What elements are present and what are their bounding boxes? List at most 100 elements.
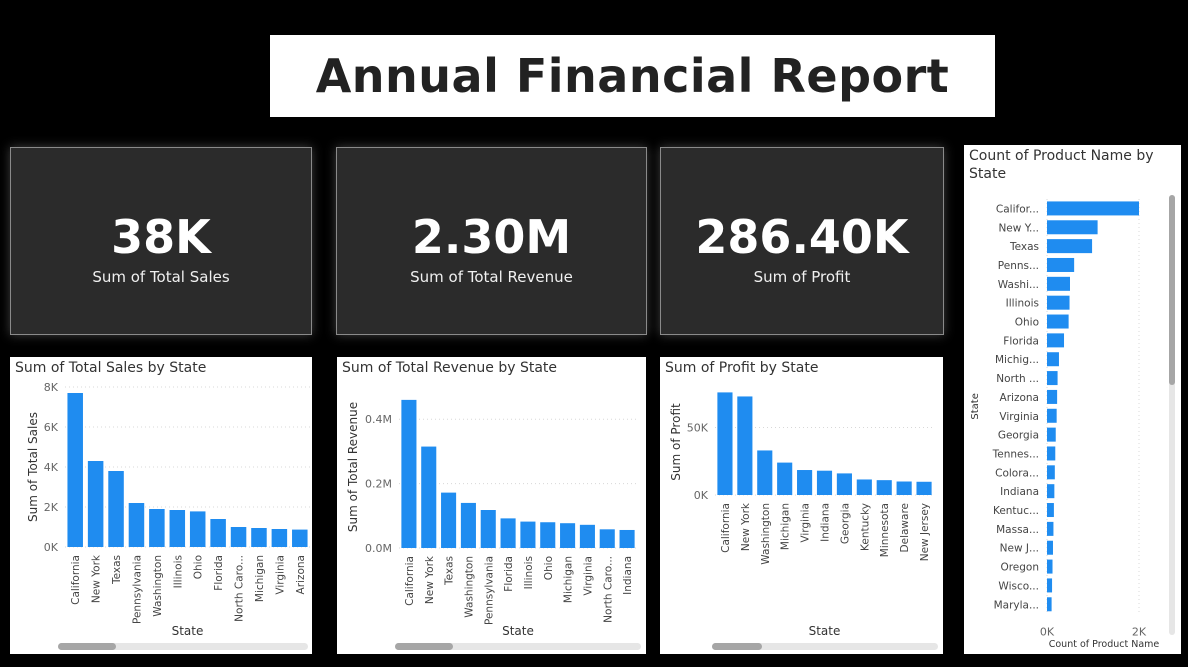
bar[interactable]	[230, 527, 247, 547]
bar[interactable]	[599, 529, 615, 548]
bar[interactable]	[1047, 239, 1093, 254]
revenue-by-state-chart[interactable]: 0.0M 0.2M 0.4M Sum of Total Revenue Californ…	[337, 357, 646, 654]
bar[interactable]	[777, 462, 793, 495]
bar[interactable]	[421, 446, 437, 548]
bar[interactable]	[128, 503, 145, 547]
horizontal-scrollbar[interactable]	[395, 643, 641, 650]
kpi-card-profit[interactable]: 286.40K Sum of Profit	[660, 147, 944, 335]
vertical-scrollbar[interactable]	[1169, 195, 1175, 635]
bar[interactable]	[836, 473, 852, 495]
bar[interactable]	[797, 470, 813, 495]
bar[interactable]	[1047, 295, 1070, 310]
y-tick-label: 8K	[44, 381, 59, 394]
bar[interactable]	[1047, 465, 1055, 480]
bar[interactable]	[916, 481, 932, 495]
y-tick-label: Maryla...	[994, 599, 1039, 611]
bar[interactable]	[1047, 578, 1053, 593]
y-tick-label: Colora...	[995, 467, 1039, 479]
bar[interactable]	[816, 470, 833, 495]
bar[interactable]	[271, 529, 288, 547]
x-tick-label: Kentucky	[859, 503, 871, 551]
profit-by-state-chart[interactable]: 0K 50K Sum of Profit California New York Wash…	[660, 357, 943, 654]
bar[interactable]	[251, 528, 267, 547]
y-tick-label: 0.2M	[365, 478, 392, 491]
y-tick-label: 2K	[44, 501, 59, 514]
bar[interactable]	[1047, 559, 1053, 574]
bar[interactable]	[169, 510, 186, 547]
sales-by-state-chart[interactable]: 0K 2K 4K 6K 8K Sum of Total Sales California Ne…	[10, 357, 312, 654]
scrollbar-thumb[interactable]	[712, 643, 762, 650]
x-tick-label: California	[70, 555, 82, 605]
y-axis-label: Sum of Total Revenue	[346, 402, 360, 532]
bar[interactable]	[1047, 314, 1069, 329]
report-title-banner: Annual Financial Report	[270, 35, 995, 117]
bar[interactable]	[1047, 427, 1056, 442]
bar[interactable]	[1047, 389, 1058, 404]
x-tick-label: California	[720, 503, 732, 553]
bar[interactable]	[579, 524, 595, 548]
product-count-by-state-chart[interactable]: 0K 2K Califor... New Y... Texas Penns... Washi…	[964, 145, 1181, 654]
bar[interactable]	[1047, 333, 1065, 348]
bar[interactable]	[292, 529, 308, 547]
y-tick-label: 0K	[44, 541, 59, 554]
bar[interactable]	[500, 518, 516, 548]
bar[interactable]	[480, 510, 496, 548]
bar[interactable]	[520, 521, 536, 548]
bar[interactable]	[757, 450, 773, 495]
bar[interactable]	[1047, 257, 1075, 272]
x-tick-label: Washington	[463, 556, 475, 618]
bar[interactable]	[210, 519, 226, 547]
bar[interactable]	[189, 511, 206, 547]
bar[interactable]	[441, 492, 457, 548]
bar[interactable]	[149, 509, 165, 547]
bar[interactable]	[1047, 597, 1052, 612]
bar[interactable]	[1047, 503, 1054, 518]
y-tick-label: 0K	[694, 489, 709, 502]
bar[interactable]	[856, 479, 872, 495]
x-tick-label: New York	[424, 555, 436, 604]
bar[interactable]	[1047, 521, 1054, 536]
bar[interactable]	[1047, 540, 1053, 555]
bar[interactable]	[1047, 484, 1055, 499]
chart-title: Sum of Total Revenue by State	[342, 360, 558, 376]
y-tick-label: Wisco...	[998, 580, 1039, 592]
bar[interactable]	[737, 396, 753, 495]
bar[interactable]	[1047, 276, 1070, 291]
scrollbar-thumb[interactable]	[1169, 195, 1175, 385]
x-tick-label: Michigan	[254, 555, 266, 602]
bar[interactable]	[1047, 371, 1058, 386]
x-tick-label: North Caro...	[234, 555, 246, 622]
report-title: Annual Financial Report	[315, 49, 950, 103]
kpi-card-total-sales[interactable]: 38K Sum of Total Sales	[10, 147, 312, 335]
bar[interactable]	[560, 523, 576, 548]
bar[interactable]	[460, 502, 476, 548]
bar[interactable]	[876, 480, 892, 495]
bar[interactable]	[896, 481, 912, 496]
sales-by-state-svg: 0K 2K 4K 6K 8K Sum of Total Sales California Ne…	[26, 381, 310, 638]
bar[interactable]	[1047, 408, 1057, 423]
x-axis-label: State	[809, 624, 841, 638]
bar[interactable]	[67, 393, 83, 547]
bar[interactable]	[401, 399, 417, 548]
bar[interactable]	[1047, 446, 1056, 461]
bar[interactable]	[717, 392, 733, 495]
x-tick-label: Washington	[152, 555, 164, 617]
bar[interactable]	[1047, 201, 1139, 216]
x-tick-label: Florida	[503, 556, 515, 592]
bar[interactable]	[1047, 352, 1059, 367]
x-axis-label: State	[502, 624, 534, 638]
kpi-card-total-revenue[interactable]: 2.30M Sum of Total Revenue	[336, 147, 647, 335]
product-count-by-state-svg: 0K 2K Califor... New Y... Texas Penns... Washi…	[970, 199, 1159, 650]
scrollbar-thumb[interactable]	[58, 643, 116, 650]
horizontal-scrollbar[interactable]	[58, 643, 308, 650]
bar[interactable]	[87, 461, 104, 547]
bar[interactable]	[540, 522, 556, 548]
scrollbar-thumb[interactable]	[395, 643, 453, 650]
bar[interactable]	[1047, 220, 1098, 235]
x-tick-label: Illinois	[523, 556, 535, 589]
bar[interactable]	[619, 529, 635, 548]
bar[interactable]	[108, 471, 124, 547]
horizontal-scrollbar[interactable]	[712, 643, 938, 650]
x-axis-label: State	[172, 624, 204, 638]
chart-title: Sum of Total Sales by State	[15, 360, 207, 376]
